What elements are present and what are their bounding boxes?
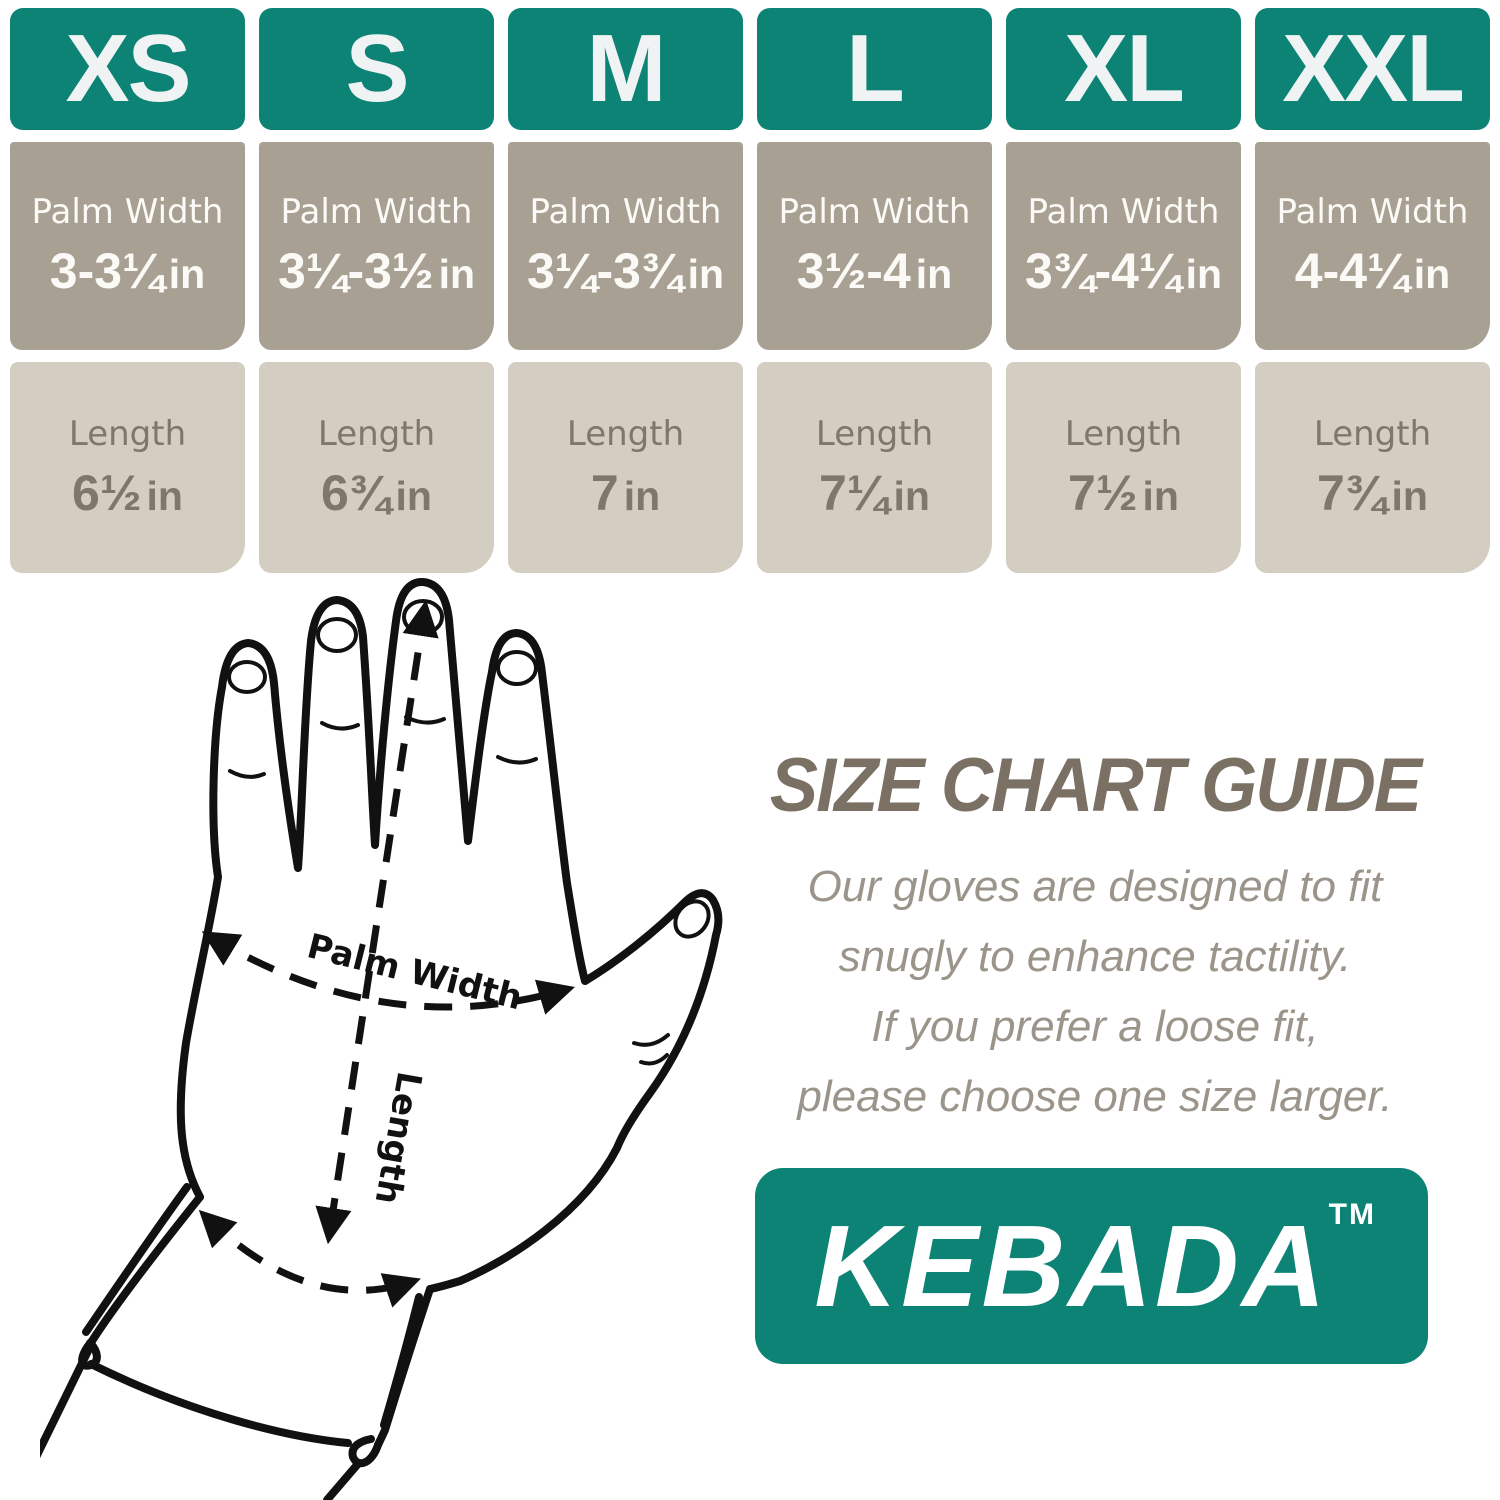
length-arrow xyxy=(315,599,439,1245)
length-cell-l: Length 7¼ in xyxy=(757,362,992,573)
palm-width-number: 3¼-3¾ xyxy=(526,243,683,299)
palm-width-cell-s: Palm Width 3¼-3½ in xyxy=(259,142,494,350)
thumb-crease-2 xyxy=(639,1053,669,1066)
thumb-nail xyxy=(673,899,711,939)
unit-label: in xyxy=(1391,472,1428,519)
cuff-left-fold xyxy=(82,1183,191,1336)
unit-label: in xyxy=(915,251,953,297)
kebada-logo-text: KEBADA xyxy=(814,1201,1329,1331)
hand-illustration-svg: Palm Width Length xyxy=(40,578,723,1500)
unit-label: in xyxy=(1185,251,1223,297)
palm-width-cell-xxl: Palm Width 4-4¼ in xyxy=(1255,142,1490,350)
pinky-crease xyxy=(228,769,266,779)
palm-width-label: Palm Width xyxy=(529,192,722,232)
length-number: 6¾ xyxy=(321,464,391,521)
size-header-m: M xyxy=(508,8,743,130)
length-cell-xs: Length 6½ in xyxy=(10,362,245,573)
palm-width-number: 3¾-4¼ xyxy=(1024,243,1181,299)
unit-label: in xyxy=(687,251,725,297)
palm-width-cell-l: Palm Width 3½-4 in xyxy=(757,142,992,350)
length-number: 7 xyxy=(590,464,619,521)
hand-measurement-illustration: Palm Width Length xyxy=(40,575,780,1500)
length-label: Length xyxy=(1064,413,1183,454)
unit-label: in xyxy=(168,251,206,297)
length-label: Length xyxy=(566,413,685,454)
thumb-crease-1 xyxy=(632,1033,670,1047)
unit-label: in xyxy=(623,472,661,519)
length-cell-xl: Length 7½ in xyxy=(1006,362,1241,573)
pinky-nail xyxy=(227,660,267,694)
index-nail xyxy=(496,650,538,686)
unit-label: in xyxy=(1413,251,1451,297)
size-header-xs: XS xyxy=(10,8,245,130)
palm-width-number: 4-4¼ xyxy=(1294,243,1409,299)
size-header-l: L xyxy=(757,8,992,130)
guide-line: snugly to enhance tactility. xyxy=(838,932,1352,981)
wrist-arrow xyxy=(198,1209,421,1308)
length-value: 6¾ in xyxy=(321,464,432,522)
palm-width-value: 3½-4 in xyxy=(797,242,952,300)
palm-width-value: 4-4¼ in xyxy=(1295,242,1450,300)
hand-outline xyxy=(176,578,723,1293)
size-header-xxl: XXL xyxy=(1255,8,1490,130)
length-number: 7¼ xyxy=(819,464,889,521)
palm-width-value: 3¼-3½ in xyxy=(278,242,475,300)
cuff-right-fold xyxy=(380,1293,423,1429)
guide-line: If you prefer a loose fit, xyxy=(871,1002,1319,1051)
palm-width-label: Palm Width xyxy=(1027,192,1220,232)
palm-width-value: 3¾-4¼ in xyxy=(1025,242,1222,300)
palm-width-cell-xl: Palm Width 3¾-4¼ in xyxy=(1006,142,1241,350)
palm-width-value: 3-3¼ in xyxy=(50,242,205,300)
palm-width-number: 3-3¼ xyxy=(49,243,164,299)
palm-width-label: Palm Width xyxy=(31,192,224,232)
length-label: Length xyxy=(317,413,436,454)
unit-label: in xyxy=(395,472,432,519)
size-header-xl: XL xyxy=(1006,8,1241,130)
length-label: Length xyxy=(815,413,934,454)
length-cell-xxl: Length 7¾ in xyxy=(1255,362,1490,573)
unit-label: in xyxy=(893,472,930,519)
palm-width-arrow xyxy=(201,931,575,1015)
length-label: Length xyxy=(1313,413,1432,454)
length-label: Length xyxy=(68,413,187,454)
length-value: 6½ in xyxy=(72,464,183,522)
unit-label: in xyxy=(146,472,183,519)
guide-line: Our gloves are designed to fit xyxy=(807,862,1383,911)
size-chart-table: XS S M L XL XXL Palm Width 3-3¼ in Palm W… xyxy=(10,8,1490,573)
length-cell-m: Length 7 in xyxy=(508,362,743,573)
palm-width-label: Palm Width xyxy=(280,192,473,232)
kebada-logo: KEBADA TM xyxy=(755,1168,1428,1364)
guide-line: please choose one size larger. xyxy=(797,1072,1393,1121)
cuff-right-loop xyxy=(348,1435,382,1468)
palm-width-label: Palm Width xyxy=(778,192,971,232)
length-value: 7½ in xyxy=(1068,464,1179,522)
palm-width-value: 3¼-3¾ in xyxy=(527,242,724,300)
palm-width-cell-m: Palm Width 3¼-3¾ in xyxy=(508,142,743,350)
length-number: 6½ xyxy=(72,464,142,521)
guide-paragraph: Our gloves are designed to fit snugly to… xyxy=(725,852,1465,1132)
palm-width-number: 3½-4 xyxy=(796,243,911,299)
length-value: 7 in xyxy=(591,464,660,522)
cuff-left-edge xyxy=(88,1193,204,1345)
length-value: 7¼ in xyxy=(819,464,930,522)
index-crease xyxy=(496,755,538,765)
trademark-symbol: TM xyxy=(1328,1198,1376,1231)
palm-width-cell-xs: Palm Width 3-3¼ in xyxy=(10,142,245,350)
length-cell-s: Length 6¾ in xyxy=(259,362,494,573)
sleeve-line-right xyxy=(323,1461,361,1500)
cuff-bottom-edge xyxy=(87,1360,352,1447)
length-number: 7½ xyxy=(1068,464,1138,521)
sleeve-cuff xyxy=(40,1183,434,1500)
palm-width-label: Palm Width xyxy=(1276,192,1469,232)
length-value: 7¾ in xyxy=(1317,464,1428,522)
guide-title: SIZE CHART GUIDE xyxy=(769,743,1422,828)
unit-label: in xyxy=(438,251,476,297)
size-header-s: S xyxy=(259,8,494,130)
palm-width-number: 3¼-3½ xyxy=(277,243,434,299)
unit-label: in xyxy=(1142,472,1179,519)
length-number: 7¾ xyxy=(1317,464,1387,521)
sleeve-line-left xyxy=(40,1343,94,1459)
